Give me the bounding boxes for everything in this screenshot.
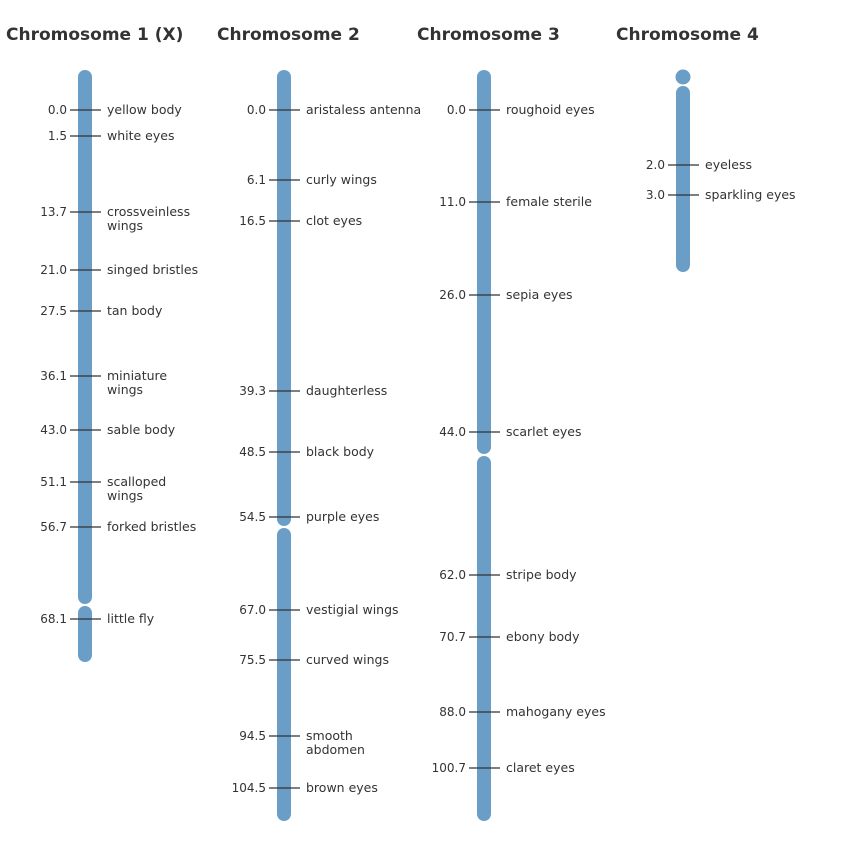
gene-label: forked bristles: [107, 519, 196, 534]
chromosome-3-title: Chromosome 3: [417, 25, 560, 45]
locus-position: 56.7: [40, 520, 67, 534]
locus-position: 67.0: [239, 603, 266, 617]
gene-label: sepia eyes: [506, 287, 573, 302]
locus-position: 26.0: [439, 288, 466, 302]
gene-label: roughoid eyes: [506, 102, 595, 117]
locus-position: 0.0: [447, 103, 466, 117]
gene-label: scarlet eyes: [506, 424, 582, 439]
gene-label: curly wings: [306, 172, 377, 187]
locus-position: 0.0: [247, 103, 266, 117]
gene-label: sable body: [107, 422, 176, 437]
chromosome-segment: [477, 456, 491, 821]
chromosome-1-title: Chromosome 1 (X): [6, 25, 183, 45]
gene-label: brown eyes: [306, 780, 378, 795]
locus-position: 62.0: [439, 568, 466, 582]
locus-position: 36.1: [40, 369, 67, 383]
chromosome-4-title: Chromosome 4: [616, 25, 759, 45]
locus-position: 51.1: [40, 475, 67, 489]
chromosome-3-loci: 0.0 roughoid eyes 11.0 female sterile 26.0 se…: [432, 102, 606, 775]
gene-label: tan body: [107, 303, 163, 318]
gene-label: yellow body: [107, 102, 182, 117]
gene-label: curved wings: [306, 652, 389, 667]
chromosome-2-loci: 0.0 aristaless antenna 6.1 curly wings 16.5 c…: [232, 102, 422, 795]
chromosome-segment: [277, 70, 291, 526]
locus-position: 100.7: [432, 761, 466, 775]
locus-position: 39.3: [239, 384, 266, 398]
gene-label: little fly: [107, 611, 155, 626]
gene-label: miniature wings: [107, 368, 167, 397]
locus-position: 43.0: [40, 423, 67, 437]
gene-label: aristaless antenna: [306, 102, 421, 117]
locus-position: 21.0: [40, 263, 67, 277]
gene-label: smooth abdomen: [306, 728, 365, 757]
locus-position: 3.0: [646, 188, 665, 202]
gene-label: crossveinless wings: [107, 204, 190, 233]
locus-position: 44.0: [439, 425, 466, 439]
locus-position: 27.5: [40, 304, 67, 318]
gene-label: daughterless: [306, 383, 387, 398]
chromosome-segment: [675, 69, 691, 85]
locus-position: 2.0: [646, 158, 665, 172]
locus-position: 104.5: [232, 781, 266, 795]
chromosome-segment: [78, 70, 92, 604]
chromosome-2-title: Chromosome 2: [217, 25, 360, 45]
gene-label: vestigial wings: [306, 602, 399, 617]
locus-position: 70.7: [439, 630, 466, 644]
gene-label: white eyes: [107, 128, 174, 143]
chromosome-segment: [277, 528, 291, 821]
gene-label: ebony body: [506, 629, 580, 644]
chromosome-segment: [676, 86, 690, 272]
chromosome-1-body: [78, 70, 92, 662]
locus-position: 16.5: [239, 214, 266, 228]
chromosome-1-loci: 0.0 yellow body 1.5 white eyes 13.7 crossvein…: [40, 102, 198, 626]
locus-position: 94.5: [239, 729, 266, 743]
locus-position: 13.7: [40, 205, 67, 219]
gene-label: singed bristles: [107, 262, 198, 277]
gene-label: black body: [306, 444, 375, 459]
chromosome-4-loci: 2.0 eyeless 3.0 sparkling eyes: [646, 157, 796, 202]
gene-label: mahogany eyes: [506, 704, 606, 719]
gene-label: sparkling eyes: [705, 187, 796, 202]
locus-position: 54.5: [239, 510, 266, 524]
chromosome-2-body: [277, 70, 291, 821]
locus-position: 68.1: [40, 612, 67, 626]
locus-position: 88.0: [439, 705, 466, 719]
locus-position: 1.5: [48, 129, 67, 143]
chromosome-3-body: [477, 70, 491, 821]
locus-position: 0.0: [48, 103, 67, 117]
chromosome-4-body: [675, 69, 691, 272]
locus-position: 11.0: [439, 195, 466, 209]
locus-position: 6.1: [247, 173, 266, 187]
gene-label: clot eyes: [306, 213, 362, 228]
locus-position: 75.5: [239, 653, 266, 667]
gene-label: stripe body: [506, 567, 577, 582]
locus-position: 48.5: [239, 445, 266, 459]
chromosome-segment: [78, 606, 92, 662]
chromosome-segment: [477, 70, 491, 454]
gene-label: purple eyes: [306, 509, 379, 524]
gene-label: eyeless: [705, 157, 752, 172]
gene-label: female sterile: [506, 194, 592, 209]
gene-label: claret eyes: [506, 760, 575, 775]
gene-label: scalloped wings: [107, 474, 166, 503]
